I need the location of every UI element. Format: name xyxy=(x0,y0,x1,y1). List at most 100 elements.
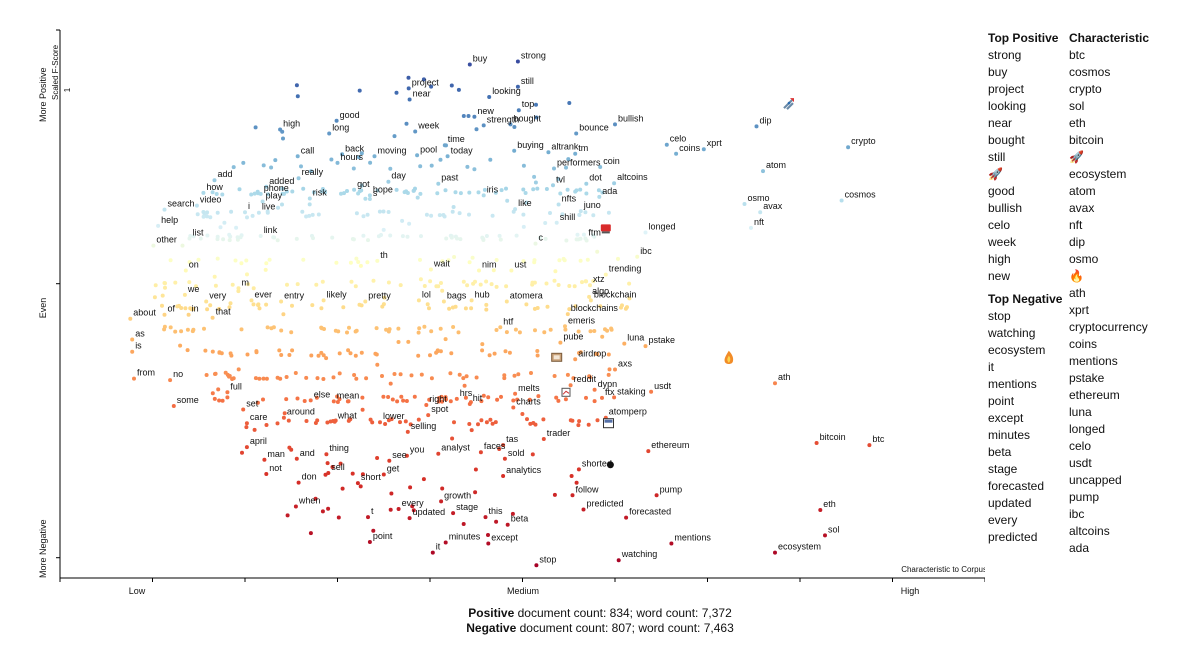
chart-arrow-icon[interactable] xyxy=(561,387,571,397)
term-label[interactable]: search xyxy=(168,199,195,209)
data-point[interactable] xyxy=(322,327,326,331)
data-point[interactable] xyxy=(337,371,342,376)
data-point[interactable] xyxy=(398,420,402,425)
term-point[interactable] xyxy=(387,458,392,463)
data-point[interactable] xyxy=(548,211,552,215)
data-point[interactable] xyxy=(401,398,406,403)
data-point[interactable] xyxy=(308,531,313,536)
term-point[interactable] xyxy=(556,202,561,207)
data-point[interactable] xyxy=(581,232,586,237)
data-point[interactable] xyxy=(556,398,561,403)
term-label[interactable]: iris xyxy=(487,184,499,194)
data-point[interactable] xyxy=(396,340,401,344)
term-label[interactable]: from xyxy=(137,368,155,378)
term-point[interactable] xyxy=(406,86,411,91)
data-point[interactable] xyxy=(227,374,232,378)
data-point[interactable] xyxy=(279,353,284,357)
data-point[interactable] xyxy=(457,211,462,216)
term-label[interactable]: bought xyxy=(514,113,542,123)
data-point[interactable] xyxy=(598,304,603,309)
data-point[interactable] xyxy=(577,213,582,217)
term-point[interactable] xyxy=(212,178,217,183)
data-point[interactable] xyxy=(488,417,493,422)
data-point[interactable] xyxy=(359,350,364,355)
data-point[interactable] xyxy=(325,420,330,425)
data-point[interactable] xyxy=(354,376,359,381)
data-point[interactable] xyxy=(179,329,184,334)
data-point[interactable] xyxy=(462,383,467,388)
term-point[interactable] xyxy=(814,441,819,445)
data-point[interactable] xyxy=(480,348,485,353)
data-point[interactable] xyxy=(210,391,215,396)
term-point[interactable] xyxy=(151,243,156,248)
term-label[interactable]: melts xyxy=(518,383,540,393)
data-point[interactable] xyxy=(512,125,517,129)
data-point[interactable] xyxy=(287,353,292,357)
term-label[interactable]: updated xyxy=(413,507,446,517)
term-label[interactable]: get xyxy=(387,464,400,474)
data-point[interactable] xyxy=(261,163,266,168)
term-point[interactable] xyxy=(363,299,368,304)
term-point[interactable] xyxy=(505,522,510,527)
data-point[interactable] xyxy=(280,186,285,191)
term-label[interactable]: tvl xyxy=(556,174,565,184)
data-point[interactable] xyxy=(220,398,225,403)
data-point[interactable] xyxy=(564,238,569,243)
data-point[interactable] xyxy=(623,306,628,311)
term-label[interactable]: care xyxy=(250,412,268,422)
term-label[interactable]: thing xyxy=(329,443,349,453)
term-point[interactable] xyxy=(578,209,583,214)
data-point[interactable] xyxy=(366,238,370,243)
term-point[interactable] xyxy=(405,429,410,434)
data-point[interactable] xyxy=(160,293,165,298)
data-point[interactable] xyxy=(236,367,241,372)
data-point[interactable] xyxy=(484,279,489,284)
data-point[interactable] xyxy=(489,282,494,287)
term-label[interactable]: xtz xyxy=(593,274,605,284)
data-point[interactable] xyxy=(162,327,167,332)
data-point[interactable] xyxy=(529,371,533,375)
data-point[interactable] xyxy=(353,284,358,289)
data-point[interactable] xyxy=(472,167,477,172)
data-point[interactable] xyxy=(403,419,408,424)
term-point[interactable] xyxy=(573,357,578,362)
term-point[interactable] xyxy=(308,398,313,403)
term-label[interactable]: spot xyxy=(431,404,449,414)
data-point[interactable] xyxy=(368,160,373,165)
data-point[interactable] xyxy=(257,306,262,311)
term-label[interactable]: stage xyxy=(456,502,478,512)
data-point[interactable] xyxy=(514,233,519,238)
data-point[interactable] xyxy=(402,190,407,195)
data-point[interactable] xyxy=(568,418,573,423)
term-label[interactable]: faces xyxy=(484,441,506,451)
term-label[interactable]: live xyxy=(262,202,276,212)
data-point[interactable] xyxy=(345,330,349,335)
top-positive-item[interactable]: celo xyxy=(988,218,1011,232)
data-point[interactable] xyxy=(363,196,368,201)
data-point[interactable] xyxy=(429,163,434,168)
characteristic-item[interactable]: bitcoin xyxy=(1069,133,1104,147)
term-point[interactable] xyxy=(264,184,269,189)
term-label[interactable]: right xyxy=(429,394,447,404)
data-point[interactable] xyxy=(461,376,466,381)
data-point[interactable] xyxy=(185,327,190,332)
term-point[interactable] xyxy=(279,299,284,304)
data-point[interactable] xyxy=(453,304,458,309)
data-point[interactable] xyxy=(438,349,443,354)
data-point[interactable] xyxy=(569,474,574,478)
data-point[interactable] xyxy=(374,326,379,331)
data-point[interactable] xyxy=(474,127,479,132)
term-label[interactable]: hrs xyxy=(460,388,473,398)
data-point[interactable] xyxy=(358,263,363,268)
data-point[interactable] xyxy=(484,302,489,307)
data-point[interactable] xyxy=(461,279,466,284)
term-label[interactable]: blockchains xyxy=(571,303,619,313)
term-label[interactable]: buy xyxy=(473,54,488,64)
data-point[interactable] xyxy=(185,348,190,353)
data-point[interactable] xyxy=(484,307,489,312)
data-point[interactable] xyxy=(557,258,562,263)
data-point[interactable] xyxy=(404,121,409,126)
top-positive-item[interactable]: high xyxy=(988,252,1011,266)
data-point[interactable] xyxy=(469,306,474,311)
data-point[interactable] xyxy=(425,302,430,307)
